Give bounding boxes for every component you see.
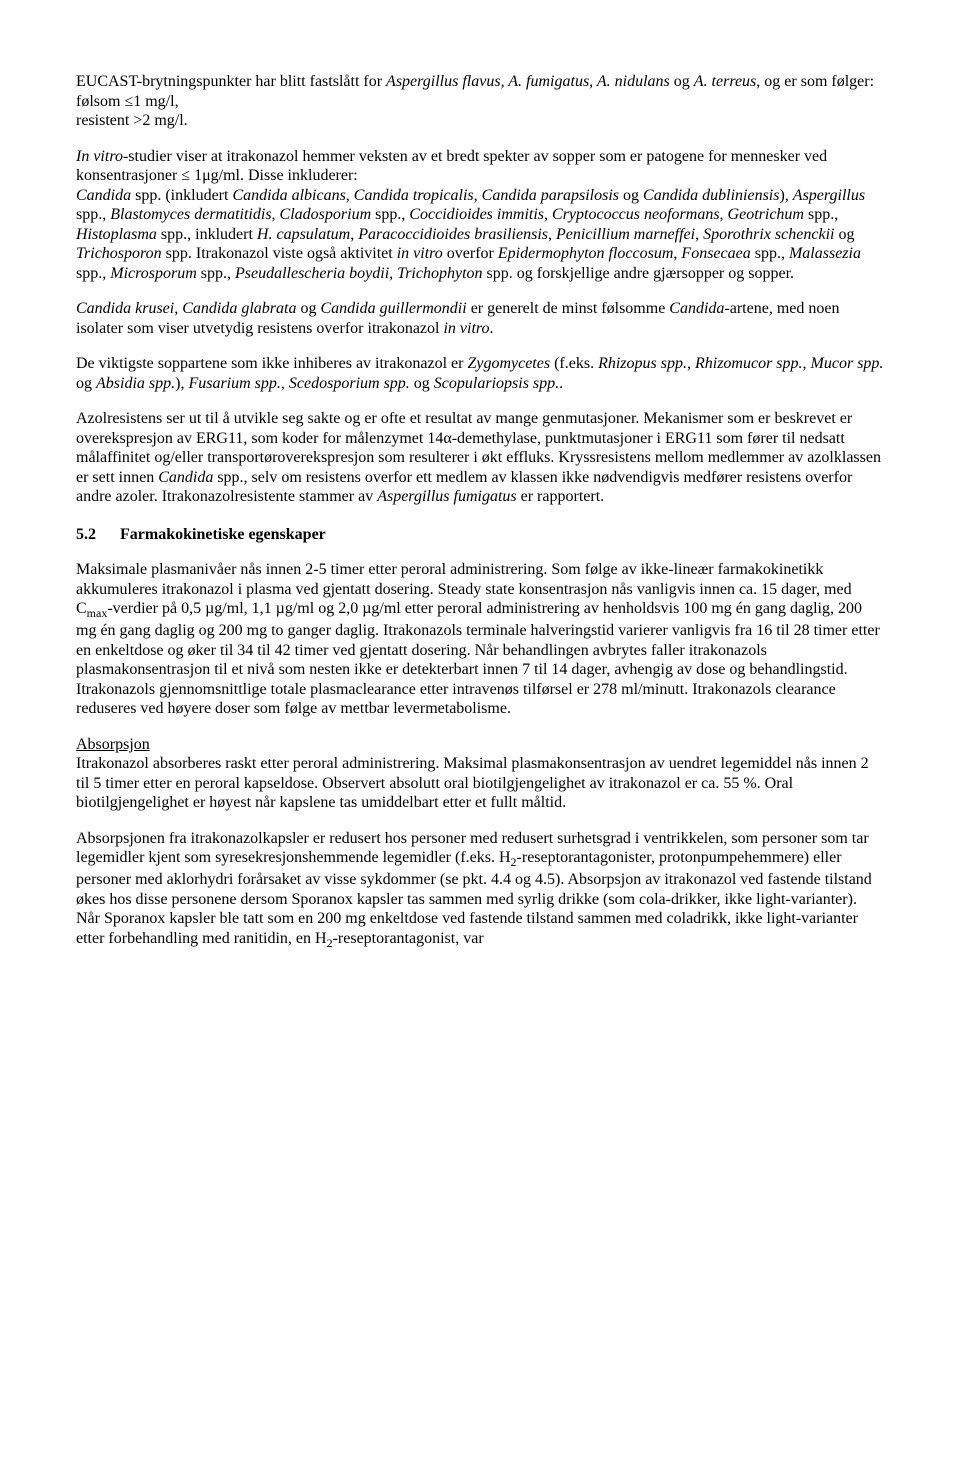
text: (f.eks.: [550, 355, 598, 372]
term: in vitro: [397, 245, 443, 262]
species: Penicillium marneffei: [556, 226, 695, 243]
text: er generelt de minst følsomme: [467, 300, 670, 317]
species: Blastomyces dermatitidis: [110, 206, 271, 223]
species: Candida krusei, Candida glabrata: [76, 300, 296, 317]
text: og: [296, 300, 320, 317]
term: in vitro: [443, 320, 489, 337]
species: Candida tropicalis, Candida parapsilosis: [354, 187, 619, 204]
species: Cladosporium: [280, 206, 372, 223]
species: Candida: [669, 300, 724, 317]
species: Rhizomucor spp.: [695, 355, 803, 372]
section-title: Farmakokinetiske egenskaper: [120, 526, 326, 543]
species: Candida: [158, 469, 213, 486]
species: Mucor spp.: [811, 355, 884, 372]
species: Aspergillus flavus, A. fumigatus, A. nid…: [386, 73, 670, 90]
paragraph-eucast: EUCAST-brytningspunkter har blitt fastsl…: [76, 72, 884, 131]
species: Scopulariopsis spp.: [434, 375, 559, 392]
text: og: [670, 73, 694, 90]
species: H. capsulatum: [257, 226, 350, 243]
species: Geotrichum: [728, 206, 804, 223]
subheading-absorpsjon: Absorpsjon: [76, 735, 884, 755]
species: Candida albicans: [232, 187, 345, 204]
species: Candida dubliniensis: [643, 187, 779, 204]
text: spp. (inkludert: [131, 187, 232, 204]
species: Aspergillus fumigatus: [377, 488, 516, 505]
text: er rapportert.: [517, 488, 605, 505]
text: spp. Itrakonazol viste også aktivitet: [162, 245, 397, 262]
paragraph-absorpsjon: Itrakonazol absorberes raskt etter peror…: [76, 754, 884, 813]
section-heading-5-2: 5.2 Farmakokinetiske egenskaper: [76, 525, 884, 545]
text: -reseptorantagonist, var: [333, 930, 484, 947]
paragraph-absorpsjon-redusert: Absorpsjonen fra itrakonazolkapsler er r…: [76, 829, 884, 951]
paragraph-candida-krusei: Candida krusei, Candida glabrata og Cand…: [76, 299, 884, 338]
species: Coccidioides immitis: [409, 206, 544, 223]
species: A. terreus: [694, 73, 757, 90]
text: spp. og forskjellige andre gjærsopper og…: [483, 265, 795, 282]
text: spp.,: [76, 265, 110, 282]
subscript: max: [87, 607, 108, 621]
species: Epidermophyton floccosum: [498, 245, 674, 262]
text: spp.,: [804, 206, 838, 223]
species: Histoplasma: [76, 226, 157, 243]
text: ,: [389, 265, 397, 282]
species: Absidia spp.: [96, 375, 175, 392]
text: ),: [779, 187, 792, 204]
text: spp.,: [751, 245, 789, 262]
paragraph-plasma-levels: Maksimale plasmanivåer nås innen 2-5 tim…: [76, 560, 884, 718]
species: Scedosporium spp.: [289, 375, 410, 392]
section-number: 5.2: [76, 525, 116, 545]
species: Sporothrix schenckii: [703, 226, 834, 243]
paragraph-zygomycetes: De viktigste soppartene som ikke inhiber…: [76, 354, 884, 393]
species: Cryptococcus neoformans: [552, 206, 720, 223]
species: Trichosporon: [76, 245, 162, 262]
text: ,: [695, 226, 703, 243]
text: , og er som følger:: [756, 73, 874, 90]
text: spp.,: [371, 206, 409, 223]
text: -studier viser at itrakonazol hemmer vek…: [76, 148, 827, 185]
species: Paracoccidioides brasiliensis: [358, 226, 548, 243]
text: .: [559, 375, 563, 392]
text: og: [834, 226, 854, 243]
text: EUCAST-brytningspunkter har blitt fastsl…: [76, 73, 386, 90]
text: spp.,: [76, 206, 110, 223]
term: In vitro: [76, 148, 123, 165]
text: ,: [272, 206, 280, 223]
text: og: [76, 375, 96, 392]
text: ,: [281, 375, 289, 392]
paragraph-azolresistens: Azolresistens ser ut til å utvikle seg s…: [76, 409, 884, 507]
subheading-text: Absorpsjon: [76, 736, 150, 753]
paragraph-invitro: In vitro-studier viser at itrakonazol he…: [76, 147, 884, 284]
text: og: [410, 375, 434, 392]
text: ,: [803, 355, 811, 372]
species: Fusarium spp.: [188, 375, 280, 392]
species: Malassezia: [789, 245, 861, 262]
text: ),: [175, 375, 188, 392]
text: følsom ≤1 mg/l,: [76, 93, 179, 110]
text: spp., inkludert: [157, 226, 257, 243]
species: Pseudallescheria boydii: [235, 265, 389, 282]
text: ,: [548, 226, 556, 243]
text: ,: [720, 206, 728, 223]
text: ,: [346, 187, 354, 204]
species: Zygomycetes: [467, 355, 550, 372]
species: Fonsecaea: [681, 245, 750, 262]
text: og: [619, 187, 643, 204]
text: Itrakonazol absorberes raskt etter peror…: [76, 755, 869, 811]
text: -verdier på 0,5 µg/ml, 1,1 µg/ml og 2,0 …: [76, 600, 880, 717]
species: Aspergillus: [793, 187, 865, 204]
text: ,: [544, 206, 552, 223]
species: Rhizopus spp.: [598, 355, 687, 372]
text: spp.,: [197, 265, 235, 282]
text: resistent >2 mg/l.: [76, 112, 188, 129]
species: Candida: [76, 187, 131, 204]
species: Trichophyton: [397, 265, 482, 282]
text: ,: [687, 355, 695, 372]
text: .: [490, 320, 494, 337]
text: overfor: [443, 245, 498, 262]
species: Candida guillermondii: [320, 300, 466, 317]
species: Microsporum: [110, 265, 197, 282]
text: De viktigste soppartene som ikke inhiber…: [76, 355, 467, 372]
